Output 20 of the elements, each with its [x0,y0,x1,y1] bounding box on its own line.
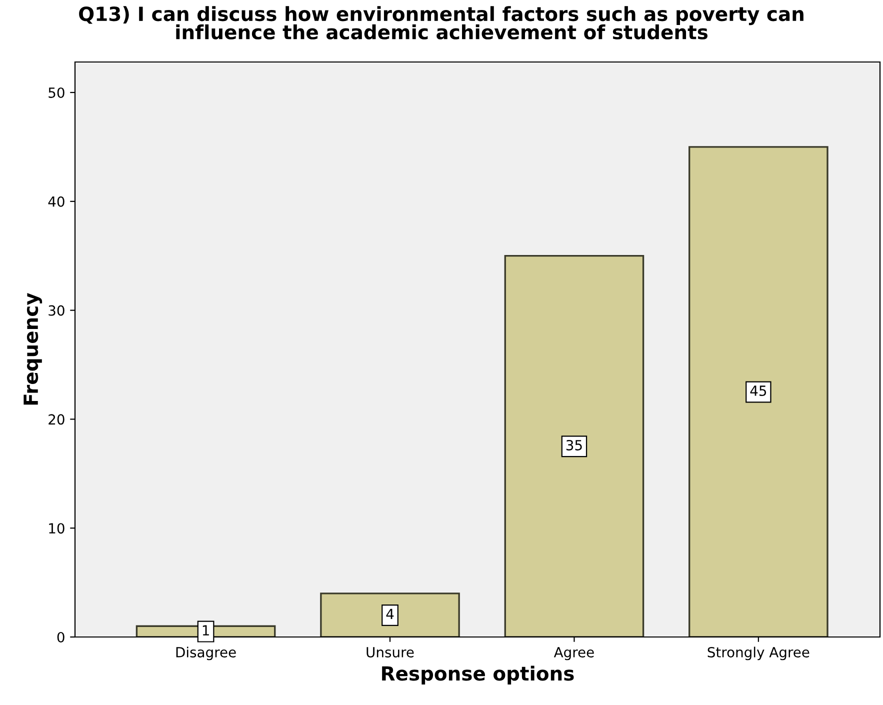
bar [504,255,644,637]
y-tick-label: 40 [48,196,64,207]
y-tick-label: 30 [48,305,64,316]
bar [320,592,460,637]
data-label: 1 [202,625,209,636]
x-tick-label: Agree [554,647,594,660]
bar [688,146,828,637]
y-tick-label: 50 [48,87,64,98]
x-tick-label: Strongly Agree [708,646,810,660]
x-tick-label: Unsure [366,647,414,658]
data-label: 45 [750,386,766,396]
chart-title: Q13) I can discuss how environmental factors such as poverty can influence the academic achievement of students [79,6,804,40]
data-label: 4 [386,608,394,620]
y-tick-label: 10 [49,523,64,534]
x-tick-label: Disagree [176,646,236,660]
y-tick-label: 0 [57,632,64,642]
data-label: 35 [566,440,582,450]
x-axis-title: Response options [382,666,574,685]
y-tick-label: 20 [48,414,64,425]
y-axis-title: Frequency [24,292,42,405]
